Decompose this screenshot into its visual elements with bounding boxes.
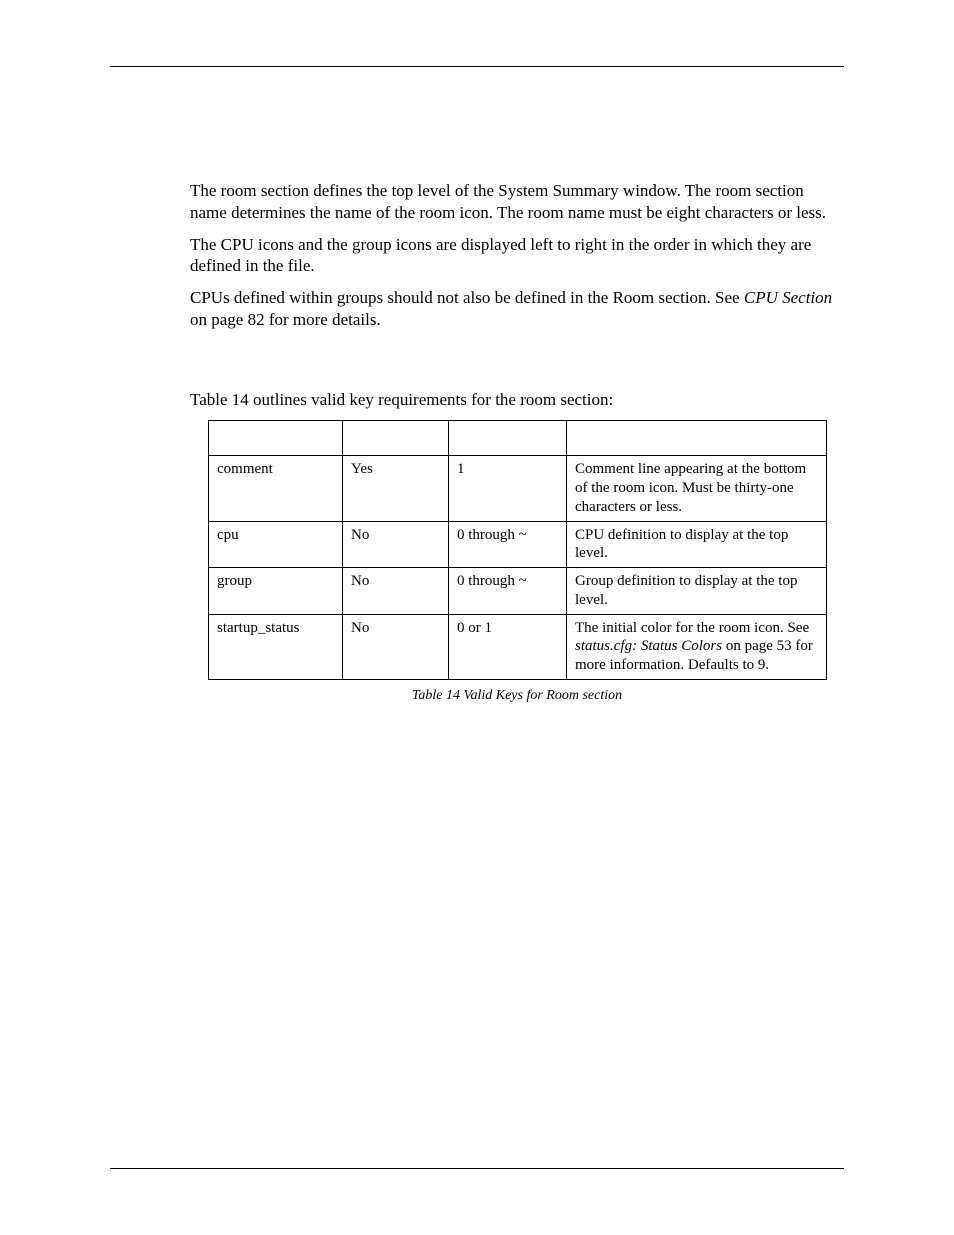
cell-key: comment (209, 456, 343, 521)
table-row: startup_status No 0 or 1 The initial col… (209, 614, 827, 679)
cell-desc: Comment line appearing at the bottom of … (567, 456, 827, 521)
table-header-1 (209, 421, 343, 456)
keys-table: comment Yes 1 Comment line appearing at … (208, 420, 827, 680)
top-rule (110, 66, 844, 67)
table-header-3 (449, 421, 567, 456)
cell-req: No (343, 614, 449, 679)
cell-desc: The initial color for the room icon. See… (567, 614, 827, 679)
cell-occ: 0 through ~ (449, 521, 567, 568)
table-lead: Table 14 outlines valid key requirements… (190, 389, 844, 411)
table-row: comment Yes 1 Comment line appearing at … (209, 456, 827, 521)
cell-desc: CPU definition to display at the top lev… (567, 521, 827, 568)
paragraph-3-pre: CPUs defined within groups should not al… (190, 288, 744, 307)
cell-desc: Group definition to display at the top l… (567, 568, 827, 615)
content: The room section defines the top level o… (190, 180, 844, 704)
cell-key: startup_status (209, 614, 343, 679)
cell-occ: 0 or 1 (449, 614, 567, 679)
paragraph-2: The CPU icons and the group icons are di… (190, 234, 844, 278)
paragraph-3-post: on page 82 for more details. (190, 310, 381, 329)
paragraph-1: The room section defines the top level o… (190, 180, 844, 224)
cell-req: Yes (343, 456, 449, 521)
cell-desc-pre: The initial color for the room icon. See (575, 620, 809, 636)
cell-key: group (209, 568, 343, 615)
table-header-2 (343, 421, 449, 456)
bottom-rule (110, 1168, 844, 1169)
table-caption: Table 14 Valid Keys for Room section (208, 688, 826, 704)
paragraph-3: CPUs defined within groups should not al… (190, 287, 844, 331)
cell-occ: 0 through ~ (449, 568, 567, 615)
cell-req: No (343, 521, 449, 568)
table-row: cpu No 0 through ~ CPU definition to dis… (209, 521, 827, 568)
cell-key: cpu (209, 521, 343, 568)
page: The room section defines the top level o… (0, 0, 954, 1235)
paragraph-3-link: CPU Section (744, 288, 832, 307)
cell-desc-link: status.cfg: Status Colors (575, 638, 722, 654)
cell-occ: 1 (449, 456, 567, 521)
table-header-4 (567, 421, 827, 456)
table-header-row (209, 421, 827, 456)
table-row: group No 0 through ~ Group definition to… (209, 568, 827, 615)
cell-req: No (343, 568, 449, 615)
